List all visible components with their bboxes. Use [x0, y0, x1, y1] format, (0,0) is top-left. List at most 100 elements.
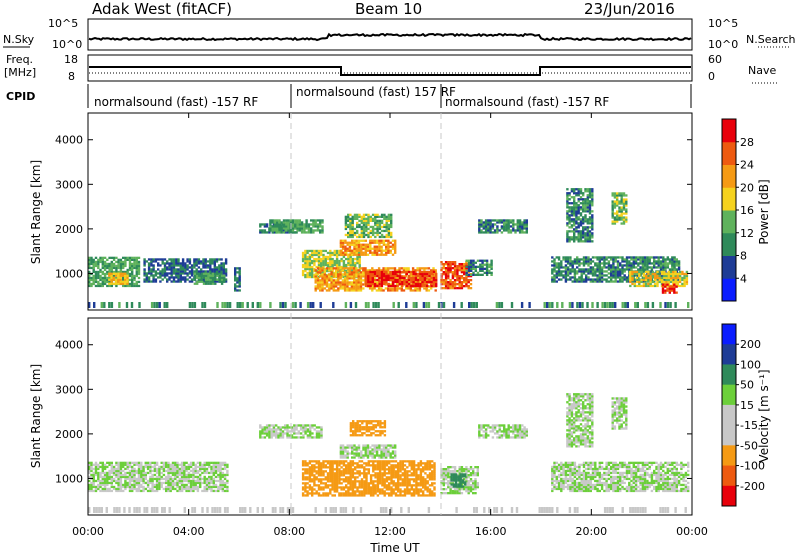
echo-cell [416, 269, 419, 272]
echo-cell [294, 225, 297, 228]
echo-cell [193, 276, 197, 279]
echo-cell [335, 251, 339, 255]
echo-cell [398, 276, 402, 280]
echo-cell [308, 468, 312, 471]
echo-cell [607, 276, 611, 279]
echo-cell [286, 231, 289, 234]
echo-cell [331, 472, 334, 475]
echo-cell [616, 256, 620, 259]
echo-cell [553, 278, 556, 281]
echo-cell [634, 260, 638, 263]
echo-cell [451, 277, 455, 280]
echo-cell [124, 276, 127, 279]
echo-cell [358, 215, 361, 218]
echo-cell [217, 475, 220, 479]
echo-cell [273, 221, 277, 224]
echo-cell [210, 481, 213, 485]
echo-cell [394, 241, 397, 244]
echo-cell [301, 265, 305, 269]
echo-cell [326, 478, 330, 481]
echo-cell [685, 278, 689, 282]
echo-cell [616, 192, 619, 195]
echo-cell [346, 247, 349, 250]
echo-cell [117, 487, 120, 491]
echo-cell [453, 275, 457, 278]
echo-cell [172, 260, 176, 263]
echo-cell [149, 487, 152, 491]
echo-cell [142, 487, 145, 491]
echo-cell [476, 273, 480, 276]
echo-cell [523, 227, 526, 230]
echo-cell [387, 213, 391, 216]
echo-cell [90, 487, 93, 491]
echo-cell [414, 281, 417, 284]
echo-cell [618, 192, 621, 195]
echo-cell [186, 260, 189, 263]
echo-cell [305, 221, 308, 224]
echo-cell [263, 229, 267, 232]
echo-cell [220, 266, 223, 269]
echo-cell [320, 436, 323, 439]
echo-cell [675, 291, 678, 294]
echo-cell [135, 489, 138, 493]
echo-cell [313, 466, 316, 469]
echo-cell [160, 465, 163, 469]
echo-cell [678, 270, 682, 274]
echo-cell [518, 225, 522, 228]
echo-cell [570, 206, 574, 209]
echo-cell [110, 479, 113, 483]
echo-cell [579, 202, 583, 205]
echo-cell [236, 285, 239, 288]
echo-cell [146, 463, 150, 466]
echo-cell [137, 487, 141, 491]
echo-cell [453, 267, 457, 270]
echo-cell [666, 287, 669, 290]
echo-cell [637, 268, 640, 271]
echo-cell [505, 219, 508, 222]
echo-cell [382, 269, 385, 272]
echo-cell [211, 272, 215, 275]
echo-cell [167, 471, 170, 475]
echo-cell [119, 258, 123, 261]
echo-cell [306, 464, 309, 467]
echo-cell [523, 219, 526, 222]
echo-cell [641, 256, 645, 259]
echo-cell [215, 268, 219, 271]
echo-cell [616, 274, 620, 277]
echo-cell [598, 264, 601, 267]
echo-cell [481, 265, 484, 268]
echo-cell [143, 270, 146, 273]
echo-cell [291, 221, 295, 224]
echo-cell [667, 282, 670, 286]
echo-cell [192, 475, 195, 479]
echo-cell [298, 223, 301, 226]
echo-cell [137, 264, 141, 268]
echo-cell [347, 225, 350, 229]
echo-cell [635, 270, 639, 274]
echo-cell [297, 424, 300, 427]
echo-cell [573, 220, 576, 223]
echo-cell [110, 284, 113, 288]
echo-cell [662, 278, 665, 281]
echo-cell [478, 225, 481, 228]
echo-cell [400, 279, 403, 282]
echo-cell [158, 479, 161, 483]
echo-cell [347, 255, 350, 259]
echo-cell [573, 204, 576, 207]
echo-cell [498, 221, 501, 224]
echo-cell [596, 276, 599, 279]
echo-cell [317, 251, 321, 255]
echo-cell [137, 284, 141, 288]
echo-cell [588, 238, 592, 241]
echo-cell [320, 474, 323, 477]
echo-cell [666, 264, 669, 267]
echo-cell [622, 216, 626, 219]
echo-cell [183, 467, 186, 471]
echo-cell [197, 258, 201, 261]
echo-cell [394, 280, 397, 284]
echo-cell [365, 217, 368, 220]
echo-cell [378, 245, 381, 248]
echo-cell [625, 204, 628, 207]
echo-cell [354, 265, 357, 269]
